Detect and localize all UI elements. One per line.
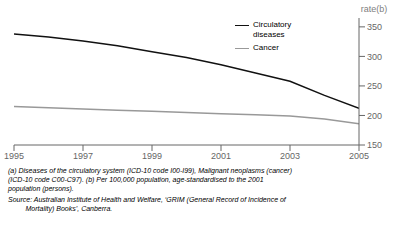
svg-text:2005: 2005 <box>349 151 369 161</box>
svg-text:300: 300 <box>367 52 382 62</box>
svg-text:1999: 1999 <box>142 151 162 161</box>
svg-text:350: 350 <box>367 22 382 32</box>
svg-text:2001: 2001 <box>211 151 231 161</box>
html-text:(a) Diseases of the circulator: (a) Diseases of the circulatory system (… <box>8 167 292 192</box>
html-text:Cancer: Cancer <box>253 43 279 52</box>
svg-text:2003: 2003 <box>280 151 300 161</box>
html-text:Circulatory diseases: Circulatory diseases <box>253 20 292 39</box>
svg-text:1997: 1997 <box>73 151 93 161</box>
html-text:Source: Australian Institute o: Source: Australian Institute of Health a… <box>8 196 286 212</box>
svg-text:1995: 1995 <box>8 151 24 161</box>
svg-text:200: 200 <box>367 111 382 121</box>
svg-text:250: 250 <box>367 81 382 91</box>
svg-text:150: 150 <box>367 140 382 150</box>
svg-text:rate(b): rate(b) <box>361 4 388 14</box>
